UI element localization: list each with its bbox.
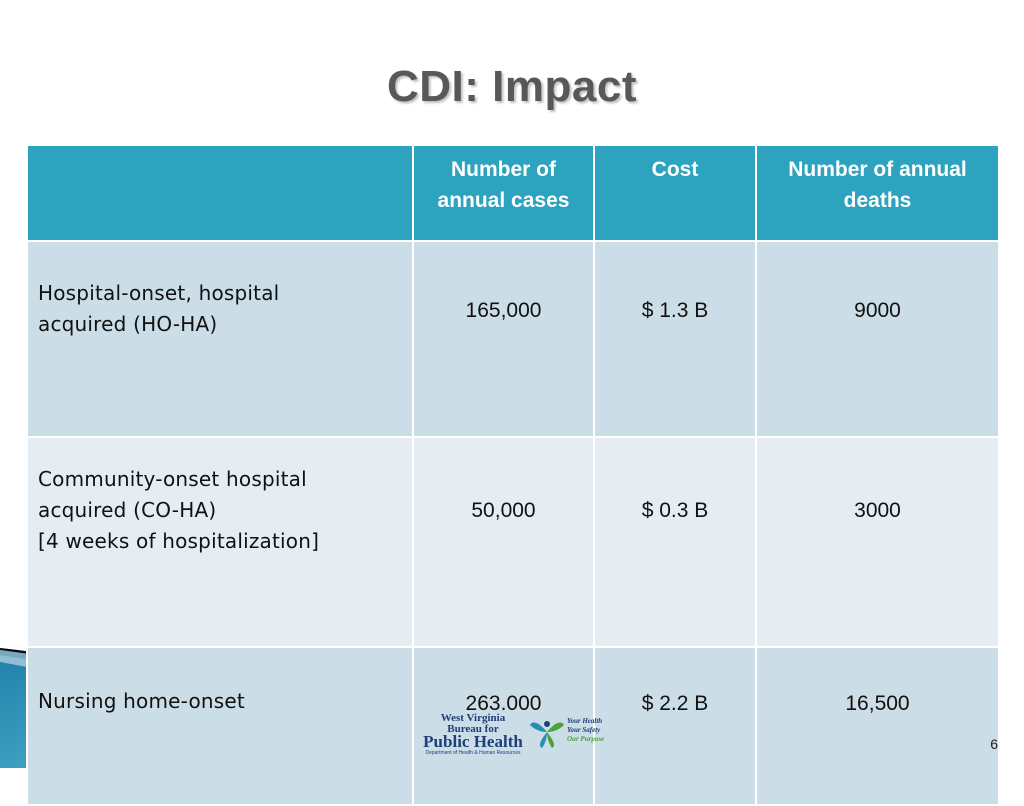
impact-table: Number of annual cases Cost Number of an… bbox=[26, 144, 1000, 806]
page-number: 6 bbox=[990, 736, 998, 752]
row-label-line: acquired (CO-HA) bbox=[38, 498, 217, 522]
logo-tag-line: Your Health bbox=[567, 717, 603, 725]
row-label-line: Nursing home-onset bbox=[38, 689, 245, 713]
header-cost: Cost bbox=[593, 144, 757, 242]
cell-cases: 50,000 bbox=[412, 436, 595, 648]
row-label-line: [4 weeks of hospitalization] bbox=[38, 529, 320, 553]
slide: CDI: Impact Number of annual cases Cost … bbox=[0, 62, 1000, 806]
header-empty bbox=[26, 144, 414, 242]
row-label: Nursing home-onset bbox=[26, 646, 414, 806]
cell-deaths: 3000 bbox=[755, 436, 1000, 648]
logo-line: Department of Health & Human Resources bbox=[425, 750, 521, 756]
logo-wordmark: West Virginia Bureau for Public Health D… bbox=[410, 712, 536, 757]
table-header-row: Number of annual cases Cost Number of an… bbox=[26, 144, 1000, 242]
header-annual-deaths: Number of annual deaths bbox=[755, 144, 1000, 242]
row-label: Hospital-onset, hospital acquired (HO-HA… bbox=[26, 240, 414, 438]
slide-title: CDI: Impact bbox=[387, 62, 637, 111]
logo-tag-line: Our Purpose bbox=[567, 735, 605, 743]
row-label: Community-onset hospital acquired (CO-HA… bbox=[26, 436, 414, 648]
row-label-line: Community-onset hospital bbox=[38, 467, 307, 491]
logo-tagline: Your Health Your Safety Our Purpose bbox=[567, 717, 627, 744]
logo-tag-line: Your Safety bbox=[567, 726, 601, 734]
logo-line: Public Health bbox=[423, 732, 523, 751]
cell-cost: $ 0.3 B bbox=[593, 436, 757, 648]
row-label-line: acquired (HO-HA) bbox=[38, 312, 218, 336]
row-label-line: Hospital-onset, hospital bbox=[38, 281, 280, 305]
cell-cases: 165,000 bbox=[412, 240, 595, 438]
table-row: Hospital-onset, hospital acquired (HO-HA… bbox=[26, 240, 1000, 438]
cell-deaths: 9000 bbox=[755, 240, 1000, 438]
wv-public-health-logo: West Virginia Bureau for Public Health D… bbox=[410, 712, 620, 757]
logo-line: West Virginia bbox=[440, 712, 506, 724]
table-row: Community-onset hospital acquired (CO-HA… bbox=[26, 436, 1000, 648]
cell-cost: $ 1.3 B bbox=[593, 240, 757, 438]
logo-line: Bureau for bbox=[447, 723, 499, 735]
leaf-emblem-icon bbox=[530, 721, 564, 748]
cell-deaths: 16,500 bbox=[755, 646, 1000, 806]
header-annual-cases: Number of annual cases bbox=[412, 144, 595, 242]
